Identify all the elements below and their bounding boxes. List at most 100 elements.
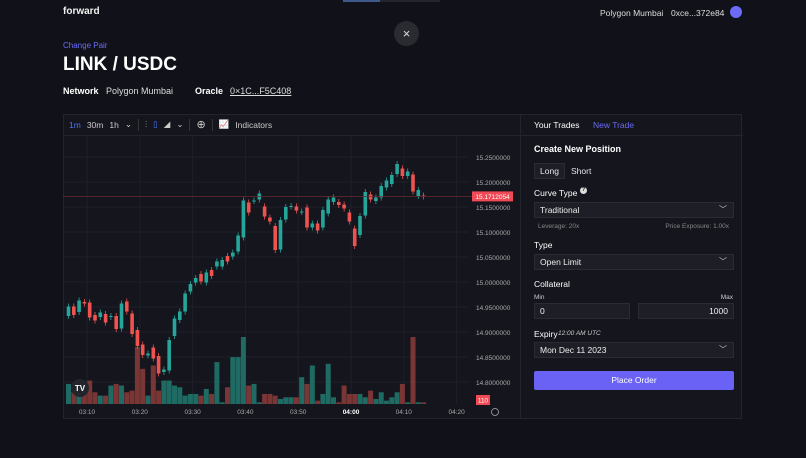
volume-bar: [346, 393, 352, 404]
volume-bar: [293, 397, 299, 404]
volume-bar: [315, 400, 321, 404]
tab-your-trades[interactable]: Your Trades: [534, 120, 580, 130]
time-tick-label: 03:40: [237, 409, 254, 416]
price-tick-label: 15.1500000: [476, 205, 511, 212]
price-tick-label: 14.9000000: [476, 330, 511, 337]
candlestick-icon[interactable]: ▯: [153, 119, 158, 129]
volume-bar: [209, 393, 215, 404]
volume-bar: [304, 383, 310, 404]
volume-bar: [156, 390, 162, 404]
volume-bar: [341, 385, 347, 404]
candle: [236, 235, 240, 252]
candle: [98, 312, 103, 317]
volume-bar: [278, 398, 283, 404]
candle: [156, 356, 161, 374]
time-tick-label: 04:20: [448, 409, 465, 416]
price-tick-label: 15.2000000: [476, 180, 511, 187]
tab-new-trade[interactable]: New Trade: [593, 120, 635, 130]
candle: [103, 314, 108, 323]
price-tick-label: 15.2500000: [476, 155, 511, 162]
volume-bar: [230, 357, 236, 404]
indicators-icon[interactable]: 📈: [218, 119, 230, 129]
brand-logo[interactable]: forward: [63, 6, 100, 17]
candle: [363, 192, 368, 216]
candle: [114, 316, 118, 329]
collateral-min-input[interactable]: 0: [534, 303, 630, 319]
order-type-select[interactable]: Open Limit ﹀: [534, 254, 734, 270]
volume-bar: [182, 395, 188, 404]
oracle-label: Oracle: [195, 86, 224, 96]
network-selector[interactable]: Polygon Mumbai: [600, 8, 664, 18]
candle: [252, 200, 256, 202]
time-tick-label: 03:30: [184, 409, 201, 416]
bar-chart-icon[interactable]: ⫶: [144, 119, 148, 129]
interval-1h[interactable]: 1h: [109, 119, 119, 130]
volume-bar: [150, 365, 156, 404]
candle: [278, 220, 283, 250]
candle: [395, 164, 399, 174]
area-chart-icon[interactable]: ◢: [163, 119, 171, 129]
volume-bar: [172, 385, 177, 404]
collateral-max-input[interactable]: 1000: [638, 303, 734, 319]
price-tick-label: 15.1000000: [476, 230, 511, 237]
order-type-value: Open Limit: [540, 257, 582, 267]
wallet-address[interactable]: 0xce...372e84: [671, 8, 725, 18]
candle: [337, 202, 341, 205]
volume-bar: [331, 397, 336, 404]
network-label: Network: [63, 86, 99, 96]
close-button[interactable]: ×: [394, 21, 419, 46]
curve-type-select[interactable]: Traditional ﹀: [534, 202, 734, 218]
divider: [137, 118, 139, 131]
settings-icon: [491, 408, 499, 416]
page-title: LINK / USDC: [63, 54, 177, 75]
volume-bar: [97, 395, 103, 404]
candle: [411, 174, 415, 192]
avatar[interactable]: [730, 6, 742, 18]
interval-30m[interactable]: 30m: [86, 119, 104, 130]
volume-bar: [283, 397, 289, 404]
candle: [93, 315, 97, 321]
volume-bar: [66, 383, 71, 404]
expiry-label: Expiry: [534, 329, 558, 339]
chevron-down-icon[interactable]: ⌄: [124, 119, 132, 129]
volume-bar: [378, 392, 384, 404]
trade-panel: Your Trades New Trade Create New Positio…: [520, 114, 743, 419]
volume-bar: [352, 393, 358, 404]
candle: [284, 207, 288, 220]
volume-bar: [92, 392, 98, 404]
volume-bar: [405, 402, 411, 404]
long-button[interactable]: Long: [534, 163, 565, 179]
change-pair-link[interactable]: Change Pair: [63, 41, 108, 50]
volume-bar: [256, 402, 262, 404]
add-icon[interactable]: ⊕: [196, 119, 206, 131]
volume-bar: [240, 337, 246, 404]
volume-bar: [325, 363, 331, 404]
candle: [273, 226, 277, 250]
chevron-down-icon: ﹀: [719, 345, 727, 354]
min-label: Min: [534, 294, 545, 301]
oracle-link[interactable]: 0×1C...F5C408: [230, 86, 292, 96]
chevron-down-icon: ﹀: [719, 257, 727, 266]
place-order-button[interactable]: Place Order: [534, 371, 734, 390]
volume-bar: [368, 390, 374, 404]
volume-bar: [399, 383, 405, 404]
indicators-button[interactable]: Indicators: [235, 119, 273, 130]
volume-label: 110: [478, 398, 489, 405]
volume-bar: [421, 402, 427, 404]
candle: [294, 206, 299, 211]
short-button[interactable]: Short: [571, 166, 592, 176]
chevron-down-icon[interactable]: ⌄: [176, 119, 184, 129]
chart-toolbar: 1m 30m 1h ⌄ ⫶ ▯ ◢ ⌄ ⊕ 📈 Indicators: [63, 114, 520, 136]
volume-bar: [166, 380, 172, 404]
price-chart[interactable]: 15.2500000 15.2000000 15.1500000 15.1000000…: [63, 136, 520, 419]
volume-bar: [336, 402, 342, 404]
interval-1m[interactable]: 1m: [69, 119, 81, 130]
chevron-down-icon: ﹀: [719, 205, 727, 214]
volume-bar: [161, 380, 167, 404]
candle: [146, 353, 150, 356]
expiry-date-select[interactable]: Mon Dec 11 2023 ﹀: [534, 342, 734, 358]
leverage-text: Leverage: 20x: [538, 223, 580, 230]
help-icon[interactable]: ?: [580, 187, 587, 194]
collateral-label: Collateral: [534, 279, 570, 289]
volume-bar: [394, 392, 400, 404]
